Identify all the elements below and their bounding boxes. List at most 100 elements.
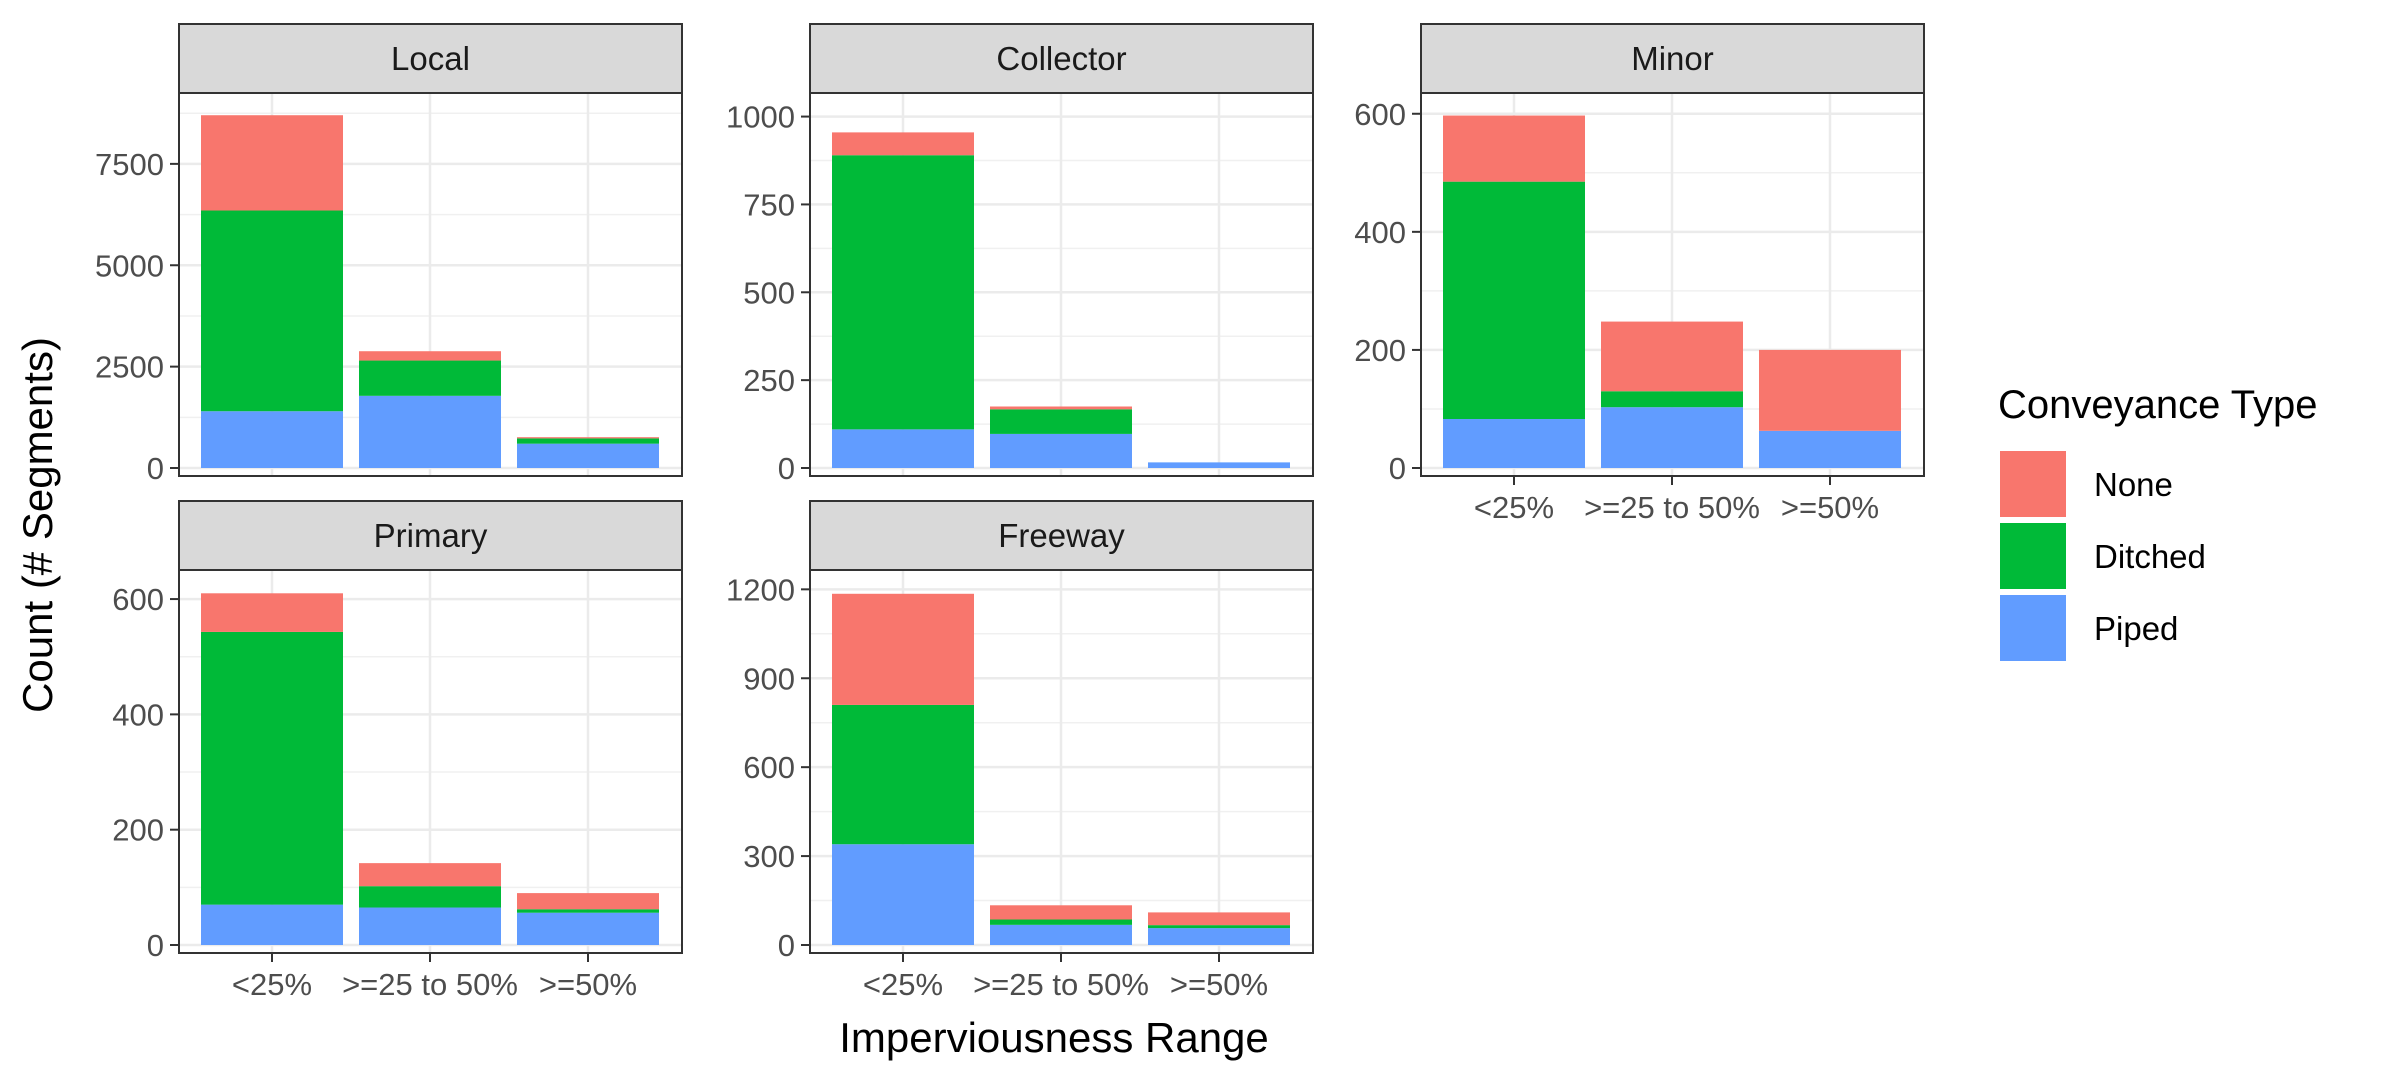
bar-segment-none bbox=[990, 406, 1132, 410]
bar-segment-none bbox=[1601, 321, 1743, 392]
y-tick-label: 0 bbox=[778, 451, 795, 486]
y-tick-label: 250 bbox=[743, 363, 795, 398]
facet-strip bbox=[178, 23, 683, 94]
bar-segment-piped bbox=[1601, 407, 1743, 468]
bar-segment-piped bbox=[359, 395, 501, 468]
facet-panel-minor: Minor 0 200 400 600 <25% >=25 to 50% >=50% bbox=[1354, 23, 1925, 525]
facet-strip-label: Freeway bbox=[998, 517, 1125, 554]
panel-border bbox=[809, 92, 1314, 477]
bar-segment-piped bbox=[517, 912, 659, 945]
bar-segment-none bbox=[359, 863, 501, 887]
y-tick-label: 600 bbox=[743, 750, 795, 785]
facet-panel-freeway: Freeway 0 300 600 900 1200 <25% >=25 to 50% >=50… bbox=[726, 500, 1314, 1002]
bar-segment-none bbox=[517, 893, 659, 910]
legend-key-piped bbox=[2000, 595, 2066, 661]
bar-segment-none bbox=[990, 905, 1132, 920]
facet-panel-primary: Primary 0 200 400 600 <25% >=25 to 50% >=50% bbox=[112, 500, 683, 1002]
bar-segment-none bbox=[201, 593, 343, 632]
bar-segment-piped bbox=[832, 844, 974, 945]
x-tick-label: <25% bbox=[232, 967, 312, 1002]
y-axis-title: Count (# Segments) bbox=[14, 337, 61, 713]
panel-border bbox=[178, 92, 683, 477]
facet-strip-label: Primary bbox=[374, 517, 488, 554]
bar-segment-piped bbox=[517, 443, 659, 468]
y-tick-label: 200 bbox=[112, 813, 164, 848]
bar-segment-none bbox=[517, 437, 659, 439]
y-tick-label: 500 bbox=[743, 275, 795, 310]
y-tick-label: 900 bbox=[743, 661, 795, 696]
bar-segment-none bbox=[1443, 115, 1585, 182]
y-tick-label: 0 bbox=[778, 928, 795, 963]
facet-strip bbox=[1420, 23, 1925, 94]
x-tick-label: >=25 to 50% bbox=[973, 967, 1149, 1002]
bar-segment-ditched bbox=[359, 886, 501, 908]
y-tick-label: 600 bbox=[112, 582, 164, 617]
x-tick-label: >=25 to 50% bbox=[342, 967, 518, 1002]
x-axis-title: Imperviousness Range bbox=[839, 1014, 1269, 1061]
y-tick-label: 400 bbox=[112, 697, 164, 732]
bar-segment-ditched bbox=[832, 155, 974, 430]
facet-strip-label: Collector bbox=[996, 40, 1126, 77]
bar-segment-ditched bbox=[990, 409, 1132, 434]
x-tick-label: >=50% bbox=[1170, 967, 1268, 1002]
y-tick-label: 1000 bbox=[726, 100, 795, 135]
facet-strip bbox=[809, 23, 1314, 94]
facet-panel-local: Local 0 2500 5000 7500 bbox=[95, 23, 683, 486]
y-tick-label: 2500 bbox=[95, 350, 164, 385]
bar-segment-none bbox=[359, 351, 501, 361]
legend: Conveyance Type None Ditched Piped bbox=[1998, 383, 2317, 661]
y-tick-label: 0 bbox=[147, 928, 164, 963]
x-tick-label: >=25 to 50% bbox=[1584, 490, 1760, 525]
facet-strip-label: Minor bbox=[1631, 40, 1714, 77]
bar-segment-ditched bbox=[517, 909, 659, 913]
bar-segment-none bbox=[832, 593, 974, 705]
legend-title: Conveyance Type bbox=[1998, 383, 2317, 427]
y-tick-label: 0 bbox=[1389, 451, 1406, 486]
y-tick-label: 1200 bbox=[726, 572, 795, 607]
y-tick-label: 0 bbox=[147, 451, 164, 486]
bar-segment-ditched bbox=[990, 919, 1132, 925]
bar-segment-piped bbox=[1443, 418, 1585, 468]
facet-panels: Local 0 2500 5000 7500 Collector 0 250 500 750 100… bbox=[95, 23, 1925, 1002]
x-tick-label: <25% bbox=[1474, 490, 1554, 525]
bar-segment-ditched bbox=[201, 210, 343, 412]
bar-segment-ditched bbox=[517, 438, 659, 444]
bar-segment-none bbox=[1759, 349, 1901, 431]
bar-segment-piped bbox=[201, 411, 343, 468]
legend-label: Ditched bbox=[2094, 538, 2206, 575]
y-tick-label: 200 bbox=[1354, 333, 1406, 368]
y-tick-label: 300 bbox=[743, 839, 795, 874]
bar-segment-piped bbox=[990, 924, 1132, 945]
y-tick-label: 750 bbox=[743, 187, 795, 222]
x-tick-label: >=50% bbox=[1781, 490, 1879, 525]
bar-segment-none bbox=[1148, 912, 1290, 926]
bar-segment-piped bbox=[1759, 430, 1901, 468]
y-tick-label: 7500 bbox=[95, 147, 164, 182]
bar-segment-piped bbox=[1148, 928, 1290, 945]
facet-panel-collector: Collector 0 250 500 750 1000 bbox=[726, 23, 1314, 486]
facet-strip-label: Local bbox=[391, 40, 470, 77]
bar-segment-ditched bbox=[201, 631, 343, 905]
bar-segment-none bbox=[832, 132, 974, 156]
bar-segment-ditched bbox=[1148, 925, 1290, 929]
y-tick-label: 600 bbox=[1354, 97, 1406, 132]
legend-key-none bbox=[2000, 451, 2066, 517]
x-tick-label: <25% bbox=[863, 967, 943, 1002]
bar-segment-ditched bbox=[359, 360, 501, 396]
bar-segment-ditched bbox=[832, 704, 974, 845]
x-tick-label: >=50% bbox=[539, 967, 637, 1002]
bar-segment-ditched bbox=[1601, 391, 1743, 408]
bar-segment-none bbox=[201, 115, 343, 211]
legend-label: Piped bbox=[2094, 610, 2178, 647]
bar-segment-piped bbox=[201, 904, 343, 945]
y-tick-label: 400 bbox=[1354, 215, 1406, 250]
legend-key-ditched bbox=[2000, 523, 2066, 589]
bar-segment-piped bbox=[990, 433, 1132, 468]
bar-segment-ditched bbox=[1443, 181, 1585, 419]
bar-segment-piped bbox=[832, 429, 974, 468]
legend-label: None bbox=[2094, 466, 2173, 503]
facet-strip bbox=[178, 500, 683, 571]
y-tick-label: 5000 bbox=[95, 248, 164, 283]
bar-segment-piped bbox=[1148, 462, 1290, 468]
